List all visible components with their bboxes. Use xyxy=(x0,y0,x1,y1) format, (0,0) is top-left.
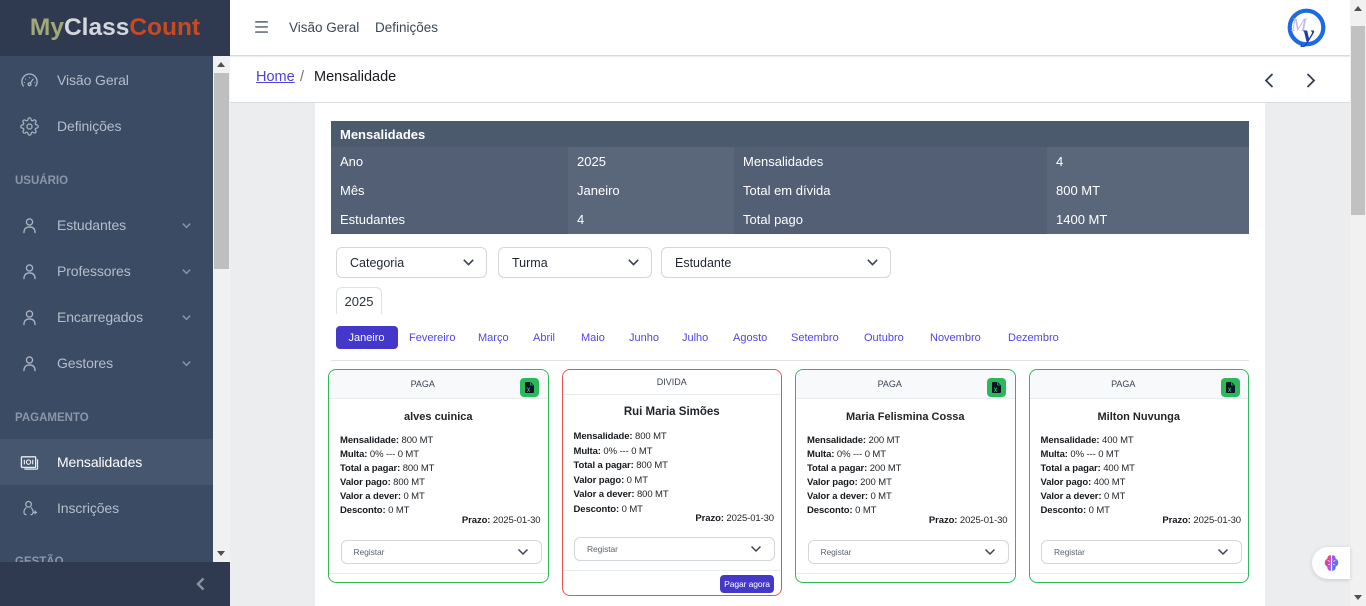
svg-text:M: M xyxy=(1290,15,1308,36)
svg-text:y: y xyxy=(1300,21,1315,47)
